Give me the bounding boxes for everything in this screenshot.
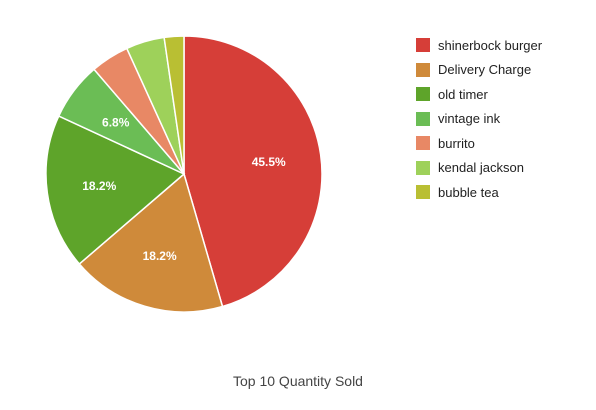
pie-slice-6 (163, 35, 185, 175)
legend-swatch (416, 38, 430, 53)
pie-slice-2 (45, 115, 186, 266)
legend-item-3[interactable]: vintage ink (416, 107, 542, 132)
legend-label: kendal jackson (438, 160, 524, 176)
legend-swatch (416, 87, 430, 102)
legend-swatch (416, 160, 430, 175)
pie-slice-1 (78, 172, 224, 313)
legend-label: shinerbock burger (438, 37, 543, 53)
chart-legend: shinerbock burger Delivery Charge old time… (416, 33, 542, 205)
legend-label: old timer (438, 86, 488, 102)
legend-item-4[interactable]: burrito (416, 131, 542, 156)
legend-swatch (416, 62, 430, 77)
legend-swatch (416, 185, 430, 200)
legend-item-1[interactable]: Delivery Charge (416, 58, 542, 83)
legend-label: Delivery Charge (438, 62, 532, 78)
pie-slice-0 (183, 35, 323, 308)
legend-item-0[interactable]: shinerbock burger (416, 33, 542, 58)
pie-data-label-2: 18.2% (82, 179, 116, 193)
pie-data-label-1: 18.2% (143, 249, 177, 263)
pie-chart: 45.5% 18.2% 18.2% 6.8% (45, 35, 323, 313)
legend-item-5[interactable]: kendal jackson (416, 156, 542, 181)
chart-title: Top 10 Quantity Sold (233, 373, 363, 389)
legend-label: bubble tea (438, 184, 499, 200)
legend-item-6[interactable]: bubble tea (416, 180, 542, 205)
legend-label: burrito (438, 135, 475, 151)
legend-label: vintage ink (438, 111, 501, 127)
legend-swatch (416, 111, 430, 126)
legend-swatch (416, 136, 430, 151)
pie-data-label-3: 6.8% (102, 115, 130, 129)
pie-data-label-0: 45.5% (252, 155, 286, 169)
legend-item-2[interactable]: old timer (416, 82, 542, 107)
